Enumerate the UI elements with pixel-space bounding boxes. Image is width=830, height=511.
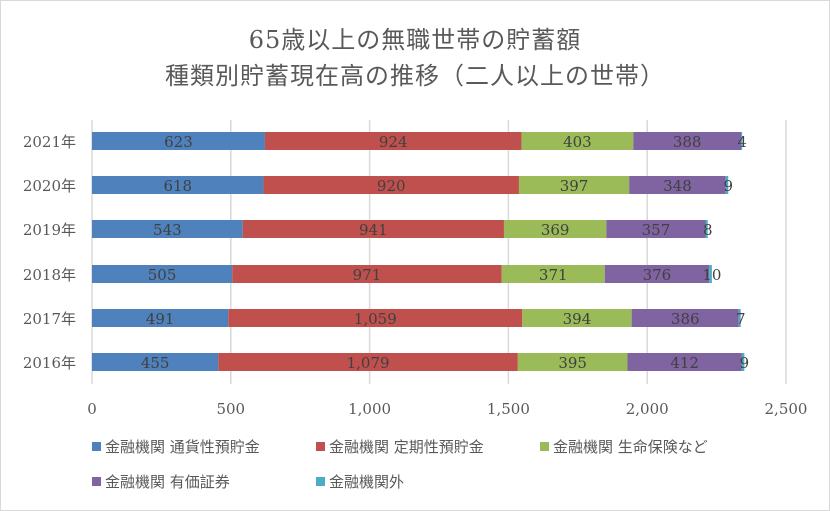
data-label: 369 bbox=[541, 221, 570, 239]
legend-label: 金融機関 有価証券 bbox=[105, 473, 230, 491]
bar-segment bbox=[709, 265, 712, 283]
legend-item: 金融機関 定期性預貯金 bbox=[316, 436, 484, 457]
bar-segment bbox=[218, 353, 518, 371]
data-label: 971 bbox=[353, 266, 382, 284]
data-label: 348 bbox=[663, 177, 692, 195]
legend-label: 金融機関 通貨性預貯金 bbox=[105, 438, 260, 456]
bar-segment bbox=[92, 265, 233, 283]
bar-segment bbox=[264, 132, 522, 150]
data-label: 8 bbox=[703, 221, 713, 239]
data-label: 941 bbox=[359, 221, 388, 239]
bar-segment bbox=[92, 309, 229, 327]
chart-title-line-1: 65歳以上の無職世帯の貯蓄額 bbox=[248, 26, 582, 54]
bar-segment bbox=[629, 176, 726, 194]
data-label: 4 bbox=[737, 133, 747, 151]
data-label: 397 bbox=[560, 177, 589, 195]
data-label: 371 bbox=[539, 266, 568, 284]
bar-segment bbox=[518, 176, 630, 194]
data-label: 924 bbox=[379, 133, 408, 151]
bar-segment bbox=[228, 309, 523, 327]
legend-item: 金融機関 有価証券 bbox=[92, 471, 230, 492]
bar-segment bbox=[633, 132, 742, 150]
data-label: 455 bbox=[141, 354, 170, 372]
data-label: 1,059 bbox=[354, 310, 397, 328]
y-tick-label: 2019年 bbox=[23, 221, 76, 239]
data-label: 543 bbox=[153, 221, 182, 239]
bar-segment bbox=[741, 132, 743, 150]
data-label: 403 bbox=[563, 133, 592, 151]
bar-segment bbox=[738, 309, 741, 327]
x-tick-label: 1,500 bbox=[487, 400, 530, 418]
legend-swatch bbox=[316, 477, 325, 486]
data-label: 618 bbox=[163, 177, 192, 195]
data-label: 412 bbox=[670, 354, 699, 372]
data-label: 357 bbox=[642, 221, 671, 239]
data-label: 9 bbox=[740, 354, 750, 372]
data-label: 1,079 bbox=[347, 354, 390, 372]
bar-segment bbox=[705, 220, 708, 238]
legend-item: 金融機関 通貨性預貯金 bbox=[92, 436, 260, 457]
legend-swatch bbox=[92, 477, 101, 486]
data-label: 7 bbox=[736, 310, 746, 328]
x-tick-label: 1,000 bbox=[348, 400, 391, 418]
legend-label: 金融機関 生命保険など bbox=[553, 438, 708, 456]
chart-title-line-2: 種類別貯蓄現在高の推移（二人以上の世帯） bbox=[165, 62, 665, 90]
y-tick-label: 2016年 bbox=[23, 354, 76, 372]
legend-label: 金融機関外 bbox=[329, 473, 405, 491]
x-tick-label: 2,000 bbox=[626, 400, 669, 418]
bar-segment bbox=[604, 265, 710, 283]
bar-segment bbox=[627, 353, 742, 371]
data-label: 395 bbox=[558, 354, 587, 372]
bar-segment bbox=[741, 353, 745, 371]
bar-segment bbox=[725, 176, 729, 194]
bar-segment bbox=[503, 220, 607, 238]
bar-segment bbox=[263, 176, 519, 194]
legend-label: 金融機関 定期性預貯金 bbox=[329, 438, 484, 456]
data-label: 376 bbox=[643, 266, 672, 284]
bar-segment bbox=[522, 309, 632, 327]
data-label: 920 bbox=[377, 177, 406, 195]
y-tick-label: 2018年 bbox=[23, 266, 76, 284]
bar-segment bbox=[232, 265, 502, 283]
data-label: 623 bbox=[164, 133, 193, 151]
bar-segment bbox=[606, 220, 706, 238]
bar-segment bbox=[92, 132, 265, 150]
y-tick-label: 2021年 bbox=[23, 133, 76, 151]
bar-segment bbox=[92, 220, 243, 238]
bar-segment bbox=[631, 309, 739, 327]
bar-segment bbox=[521, 132, 634, 150]
data-label: 388 bbox=[673, 133, 702, 151]
data-label: 9 bbox=[723, 177, 733, 195]
data-label: 394 bbox=[563, 310, 592, 328]
legend-swatch bbox=[92, 442, 101, 451]
bar-segment bbox=[242, 220, 504, 238]
bar-segment bbox=[501, 265, 605, 283]
bar-segment bbox=[517, 353, 628, 371]
legend-item: 金融機関外 bbox=[316, 471, 404, 492]
legend-swatch bbox=[316, 442, 325, 451]
x-tick-label: 500 bbox=[216, 400, 245, 418]
legend-swatch bbox=[540, 442, 549, 451]
bar-segment bbox=[92, 353, 219, 371]
legend-item: 金融機関 生命保険など bbox=[540, 436, 708, 457]
data-label: 386 bbox=[671, 310, 700, 328]
data-label: 491 bbox=[146, 310, 175, 328]
y-tick-label: 2017年 bbox=[23, 310, 76, 328]
x-tick-label: 0 bbox=[87, 400, 97, 418]
y-tick-label: 2020年 bbox=[23, 177, 76, 195]
bar-segment bbox=[92, 176, 264, 194]
data-label: 505 bbox=[148, 266, 177, 284]
x-tick-label: 2,500 bbox=[765, 400, 808, 418]
data-label: 10 bbox=[702, 266, 721, 284]
